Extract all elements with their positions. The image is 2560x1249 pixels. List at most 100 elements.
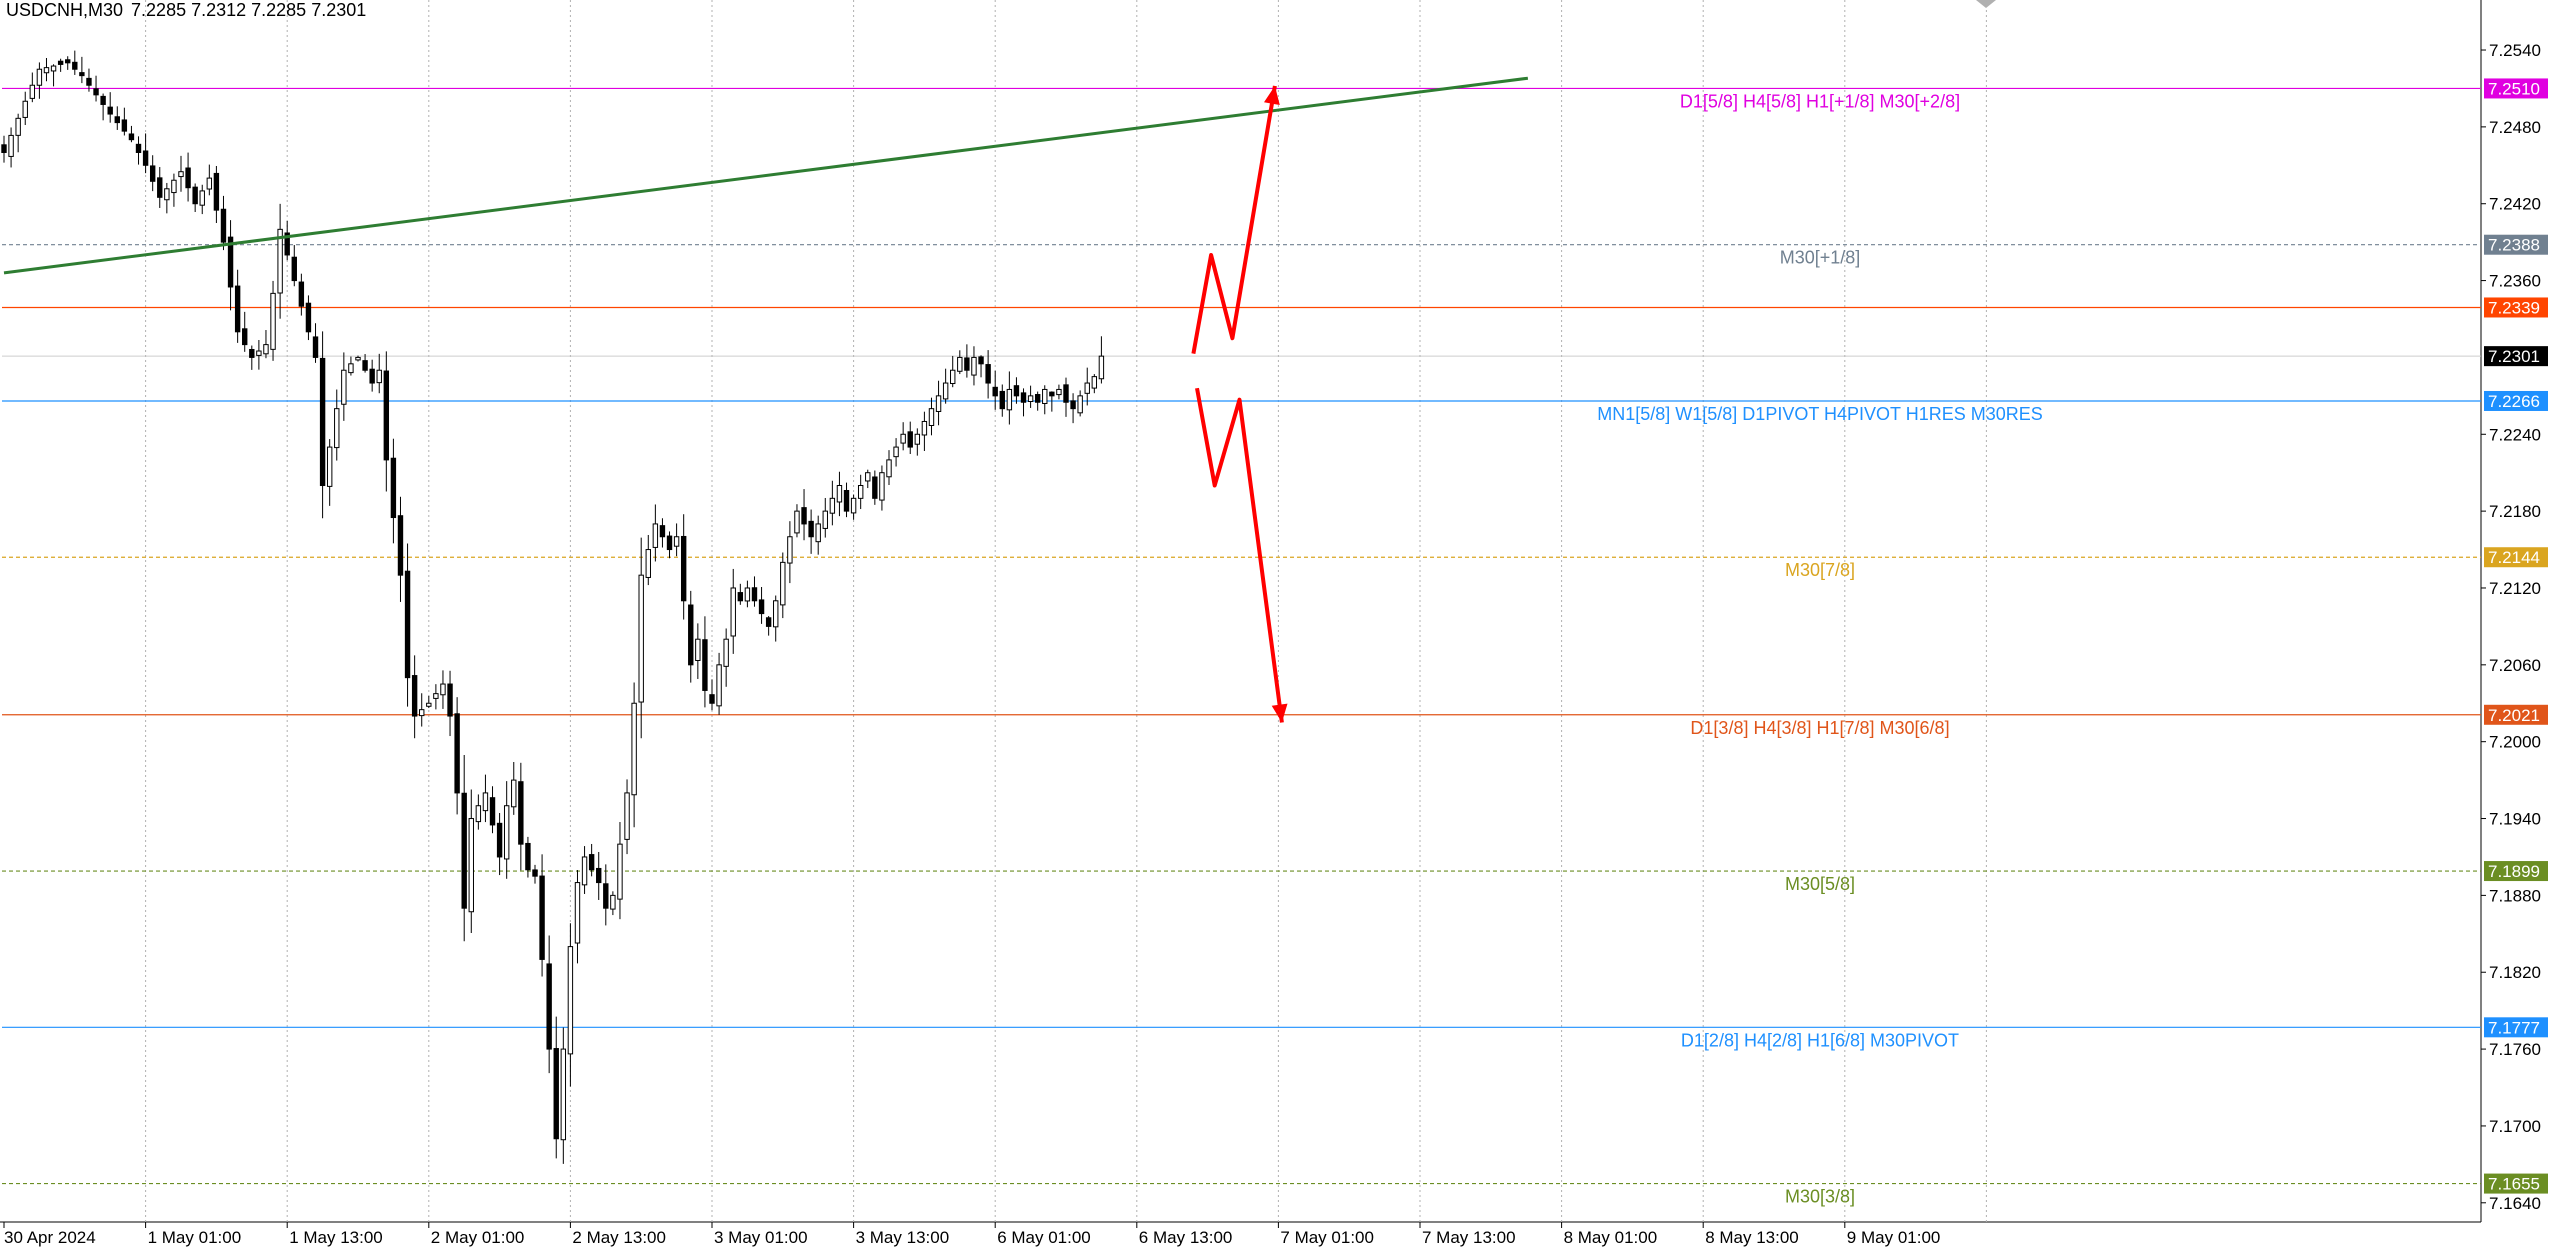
candle-body (829, 497, 836, 514)
candle-body (617, 843, 623, 900)
symbol-label: USDCNH,M30 (6, 0, 124, 20)
candle-body (581, 856, 588, 886)
candle-body (935, 395, 942, 412)
shift-marker-icon (1976, 0, 1996, 8)
level-price-label: 7.2388 (2488, 236, 2540, 255)
candle-body (886, 459, 892, 478)
candle-body (1091, 376, 1098, 389)
candle-body (411, 675, 418, 717)
candle-body (15, 117, 21, 136)
candle-body (879, 472, 885, 501)
candle-body (652, 523, 659, 548)
candle-body (539, 875, 545, 960)
candle-body (312, 336, 319, 358)
candle-body (1034, 394, 1041, 403)
candle-body (836, 485, 843, 503)
price-tick-label: 7.2180 (2489, 502, 2541, 521)
time-tick-label: 8 May 13:00 (1705, 1228, 1799, 1247)
candle-body (227, 236, 234, 288)
candle-body (426, 702, 432, 707)
time-tick-label: 7 May 01:00 (1280, 1228, 1374, 1247)
price-tick-label: 7.1640 (2489, 1194, 2541, 1213)
time-tick-label: 7 May 13:00 (1422, 1228, 1516, 1247)
candle-body (461, 792, 467, 909)
candle-body (511, 779, 517, 808)
level-price-label: 7.2510 (2488, 79, 2540, 98)
time-tick-label: 3 May 01:00 (714, 1228, 808, 1247)
candle-body (213, 172, 220, 211)
candle-body (65, 59, 71, 64)
candle-body (178, 171, 184, 178)
level-price-box (2484, 234, 2548, 255)
candle-body (440, 683, 446, 696)
candle-body (610, 894, 616, 910)
candle-body (1056, 388, 1062, 396)
candle-body (553, 1048, 559, 1140)
level-price-label: 7.2339 (2488, 298, 2540, 317)
candle-body (36, 68, 43, 86)
candle-body (914, 433, 921, 445)
time-tick-label: 8 May 01:00 (1564, 1228, 1658, 1247)
candle-body (801, 507, 807, 525)
candle-body (277, 228, 283, 294)
level-text: D1[2/8] H4[2/8] H1[6/8] M30PIVOT (1681, 1030, 1959, 1050)
level-price-label: 7.1777 (2488, 1018, 2540, 1037)
time-tick-label: 2 May 13:00 (572, 1228, 666, 1247)
candle-body (942, 382, 949, 400)
candle-body (404, 570, 411, 679)
candle-body (865, 472, 871, 482)
candle-body (1006, 388, 1013, 411)
candle-body (666, 535, 673, 551)
price-tick-label: 7.2540 (2489, 41, 2541, 60)
candle-body (716, 664, 722, 707)
candle-body (843, 489, 850, 512)
candle-body (737, 592, 744, 602)
price-tick-label: 7.1880 (2489, 886, 2541, 905)
candle-body (234, 285, 241, 333)
candle-body (758, 599, 765, 615)
candle-body (149, 165, 156, 182)
candle-body (950, 369, 956, 385)
candle-body (355, 356, 361, 361)
candle-body (107, 106, 113, 115)
level-price-box (2484, 547, 2548, 568)
candle-body (1042, 388, 1048, 404)
candle-body (376, 369, 382, 384)
candle-body (857, 485, 864, 499)
level-price-box (2484, 346, 2548, 367)
candle-body (57, 60, 64, 65)
candle-body (43, 67, 50, 74)
candle-body (1098, 355, 1105, 380)
candle-body (985, 364, 991, 384)
candle-body (787, 536, 793, 564)
time-tick-label: 9 May 01:00 (1847, 1228, 1941, 1247)
chart-header: USDCNH,M30 7.2285 7.2312 7.2285 7.2301 (6, 0, 374, 21)
candle-body (8, 134, 14, 157)
candle-body (93, 88, 99, 96)
candle-body (659, 525, 666, 538)
level-text: MN1[5/8] W1[5/8] D1PIVOT H4PIVOT H1RES M… (1597, 404, 2043, 424)
price-tick-label: 7.2120 (2489, 579, 2541, 598)
candle-body (532, 869, 538, 877)
candle-body (574, 882, 581, 944)
candle-body (624, 792, 630, 840)
level-price-label: 7.2301 (2488, 347, 2540, 366)
arrowhead (1264, 85, 1280, 105)
price-tick-label: 7.2420 (2489, 195, 2541, 214)
candle-body (900, 433, 906, 444)
candle-body (957, 356, 963, 372)
candle-body (256, 350, 262, 356)
candle-body (482, 792, 489, 812)
candle-body (454, 713, 460, 794)
candle-body (978, 356, 984, 365)
candle-body (114, 116, 120, 124)
price-tick-label: 7.1700 (2489, 1117, 2541, 1136)
candle-body (263, 344, 269, 355)
time-tick-label: 6 May 13:00 (1139, 1228, 1233, 1247)
time-tick-label: 6 May 01:00 (997, 1228, 1091, 1247)
candle-body (433, 693, 439, 699)
candle-body (326, 446, 333, 487)
candle-body (702, 639, 708, 691)
candle-body (1084, 382, 1090, 394)
